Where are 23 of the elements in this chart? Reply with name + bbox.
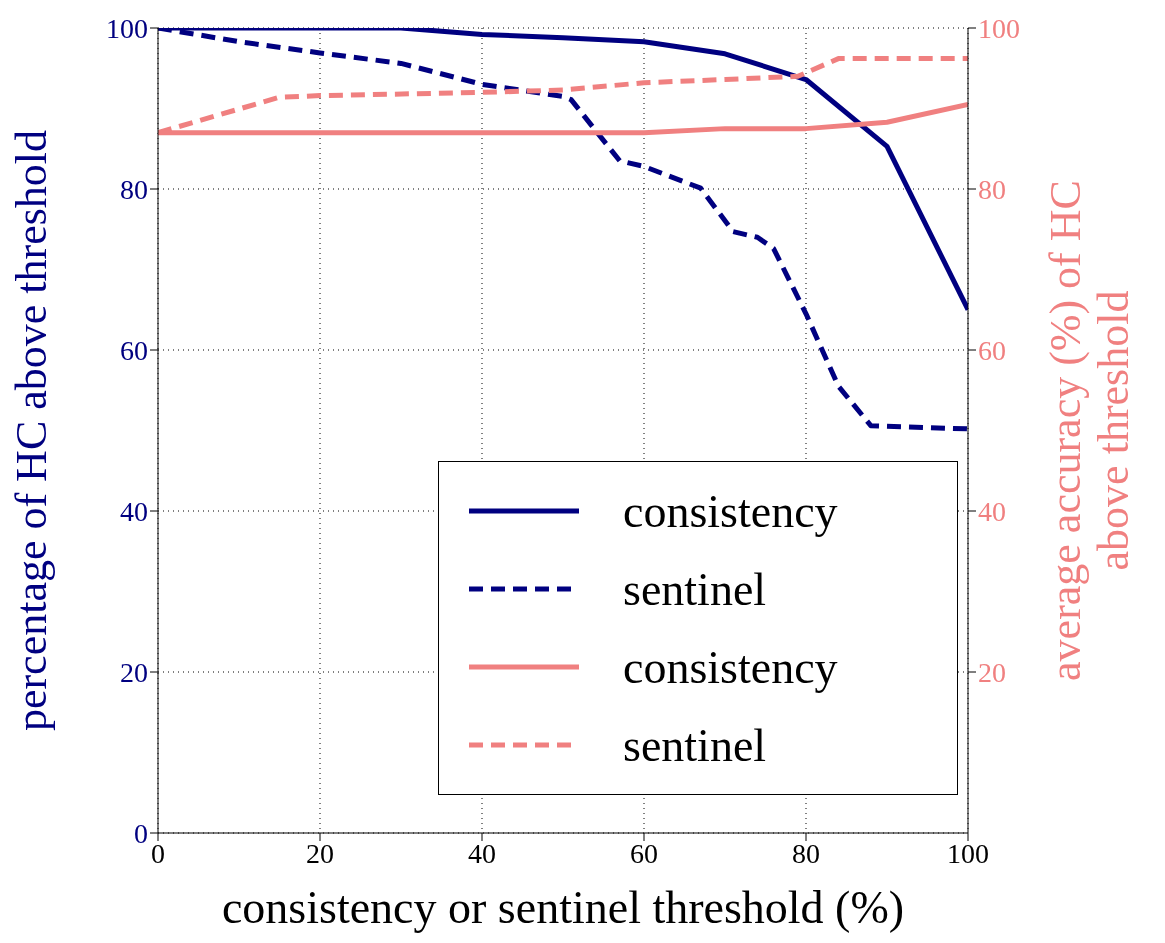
y-tick-label: 60 xyxy=(120,334,148,366)
x-tick-label: 40 xyxy=(468,837,496,869)
legend-label: sentinel xyxy=(623,562,767,616)
x-tick-label: 100 xyxy=(947,837,989,869)
y-tick-label: 20 xyxy=(120,656,148,688)
x-tick-label: 80 xyxy=(792,837,820,869)
y-tick-label: 100 xyxy=(106,12,148,44)
y-tick-label: 40 xyxy=(120,495,148,527)
legend-label: consistency xyxy=(623,484,838,538)
y2-tick-label: 80 xyxy=(978,173,1006,205)
y2-tick-label: 40 xyxy=(978,495,1006,527)
legend-label: consistency xyxy=(623,640,838,694)
x-tick-label: 20 xyxy=(306,837,334,869)
x-tick-label: 60 xyxy=(630,837,658,869)
y-tick-label: 80 xyxy=(120,173,148,205)
x-axis-title: consistency or sentinel threshold (%) xyxy=(221,882,905,933)
y2-tick-label: 60 xyxy=(978,334,1006,366)
y2-tick-label: 100 xyxy=(978,12,1020,44)
y-axis-title: percentage of HC above threshold xyxy=(7,129,56,732)
y2-tick-label: 20 xyxy=(978,656,1006,688)
y2-axis-title: average accuracy (%) of HC above threshold xyxy=(1041,180,1138,681)
legend-label: sentinel xyxy=(623,718,767,772)
y-tick-label: 0 xyxy=(134,817,148,849)
